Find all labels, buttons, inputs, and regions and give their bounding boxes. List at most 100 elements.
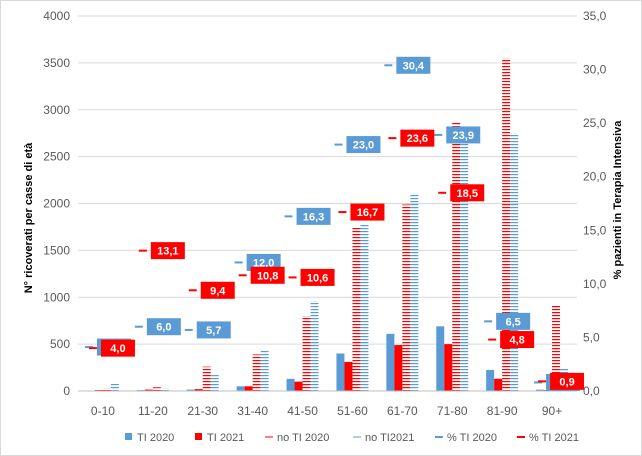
x-tick-label: 0-10 xyxy=(91,404,115,418)
bar-no-ti-2020 xyxy=(152,387,161,391)
bar-ti-2021 xyxy=(244,386,253,391)
data-label: 12,0 xyxy=(253,257,274,269)
bar-ti-2020 xyxy=(186,389,195,391)
y-tick-label-right: 0,0 xyxy=(583,384,600,398)
bar-ti-2021 xyxy=(494,378,503,391)
data-label: 23,0 xyxy=(353,140,374,152)
x-tick-label: 11-20 xyxy=(138,404,168,418)
y-tick-label-right: 30,0 xyxy=(583,63,607,77)
data-label-box xyxy=(246,253,281,271)
data-label: 16,7 xyxy=(357,207,378,219)
data-label: 10,8 xyxy=(257,270,278,282)
data-label-box xyxy=(450,184,485,202)
bar-ti-2020 xyxy=(286,378,295,391)
legend-label: % TI 2020 xyxy=(447,432,497,444)
y-tick-label-left: 4000 xyxy=(43,9,70,23)
bar-no-ti-2020 xyxy=(402,204,411,391)
x-tick-label: 21-30 xyxy=(187,404,218,418)
bar-no-ti2021 xyxy=(510,133,519,391)
y-tick-label-left: 3500 xyxy=(43,56,70,70)
data-label-box xyxy=(196,321,231,339)
data-label-box xyxy=(100,339,135,357)
bar-ti-2021 xyxy=(394,345,403,391)
bar-no-ti2021 xyxy=(260,350,269,391)
legend-label: TI 2021 xyxy=(207,432,244,444)
bar-ti-2020 xyxy=(536,389,545,391)
legend-label: TI 2020 xyxy=(137,432,174,444)
y-tick-label-left: 2500 xyxy=(43,150,70,164)
data-label: 6,5 xyxy=(506,316,521,328)
data-label-box xyxy=(446,126,481,144)
legend: TI 2020 TI 2021 no TI 2020 no TI2021 % TI 20… xyxy=(125,432,579,444)
data-label: 23,9 xyxy=(453,130,474,142)
data-label: 4,8 xyxy=(510,335,525,347)
bar-no-ti2021 xyxy=(460,126,469,391)
legend-swatch-ti-2020 xyxy=(125,433,132,440)
data-label: 9,4 xyxy=(210,285,226,297)
x-tick-label: 51-60 xyxy=(337,404,368,418)
data-label: 16,3 xyxy=(303,211,324,223)
bar-no-ti-2020 xyxy=(452,122,461,391)
y-tick-label-right: 25,0 xyxy=(583,116,607,130)
data-label-box xyxy=(350,203,385,221)
bar-ti-2021 xyxy=(194,389,203,391)
bar-no-ti-2020 xyxy=(302,316,311,391)
data-label-box xyxy=(550,372,585,390)
bar-ti-2020 xyxy=(436,326,445,391)
y-axis-title-right: % pazienti in Terapia Intensiva xyxy=(612,120,624,280)
legend-label: no TI2021 xyxy=(365,432,414,444)
data-label-box xyxy=(346,136,381,154)
legend-label: % TI 2021 xyxy=(529,432,579,444)
data-label-box xyxy=(496,312,531,330)
data-label: 30,4 xyxy=(403,60,425,72)
data-labels: 4,16,05,712,016,323,030,423,96,50,84,013… xyxy=(96,56,585,391)
bar-no-ti-2020 xyxy=(252,354,261,391)
data-label: 23,6 xyxy=(407,133,428,145)
bar-ti-2021 xyxy=(144,389,153,391)
percent-markers xyxy=(84,64,547,384)
y-tick-label-right: 20,0 xyxy=(583,170,607,184)
legend-swatch-ti-2021 xyxy=(195,433,202,440)
x-tick-label: 61-70 xyxy=(387,404,418,418)
data-label: 5,7 xyxy=(206,325,221,337)
y-tick-label-left: 500 xyxy=(50,337,70,351)
bar-no-ti-2020 xyxy=(102,388,111,391)
y-tick-label-left: 3000 xyxy=(43,103,70,117)
data-label: 4,0 xyxy=(110,343,125,355)
data-label-box xyxy=(146,318,181,336)
bar-no-ti2021 xyxy=(310,301,319,391)
x-tick-label: 90+ xyxy=(542,404,562,418)
data-label-box xyxy=(396,56,431,74)
y-tick-label-right: 35,0 xyxy=(583,9,607,23)
x-tick-label: 71-80 xyxy=(437,404,468,418)
data-label: 6,0 xyxy=(156,322,171,334)
data-label-box xyxy=(296,207,331,225)
data-label: 10,6 xyxy=(307,272,328,284)
legend-label: no TI 2020 xyxy=(277,432,329,444)
x-tick-label: 81-90 xyxy=(487,404,518,418)
y-tick-label-left: 1500 xyxy=(43,243,70,257)
bar-ti-2020 xyxy=(486,369,495,391)
bar-no-ti2021 xyxy=(210,375,219,391)
y-tick-label-right: 10,0 xyxy=(583,277,607,291)
y-tick-label-left: 2000 xyxy=(43,197,70,211)
bar-no-ti2021 xyxy=(360,224,369,391)
bar-no-ti-2020 xyxy=(552,304,561,391)
bars xyxy=(86,58,569,391)
bar-no-ti-2020 xyxy=(502,58,511,391)
data-label-box xyxy=(300,268,335,286)
bar-ti-2021 xyxy=(294,381,303,391)
bar-ti-2020 xyxy=(336,353,345,391)
bar-no-ti-2020 xyxy=(202,366,211,391)
bar-no-ti2021 xyxy=(110,383,119,391)
bar-ti-2020 xyxy=(386,333,395,391)
data-label-box xyxy=(250,266,285,284)
bar-no-ti2021 xyxy=(160,388,169,391)
bar-ti-2020 xyxy=(236,386,245,391)
data-label: 0,9 xyxy=(559,376,574,388)
bar-ti-2021 xyxy=(444,344,453,391)
bar-ti-2021 xyxy=(344,361,353,391)
y-tick-label-right: 5,0 xyxy=(583,330,600,344)
